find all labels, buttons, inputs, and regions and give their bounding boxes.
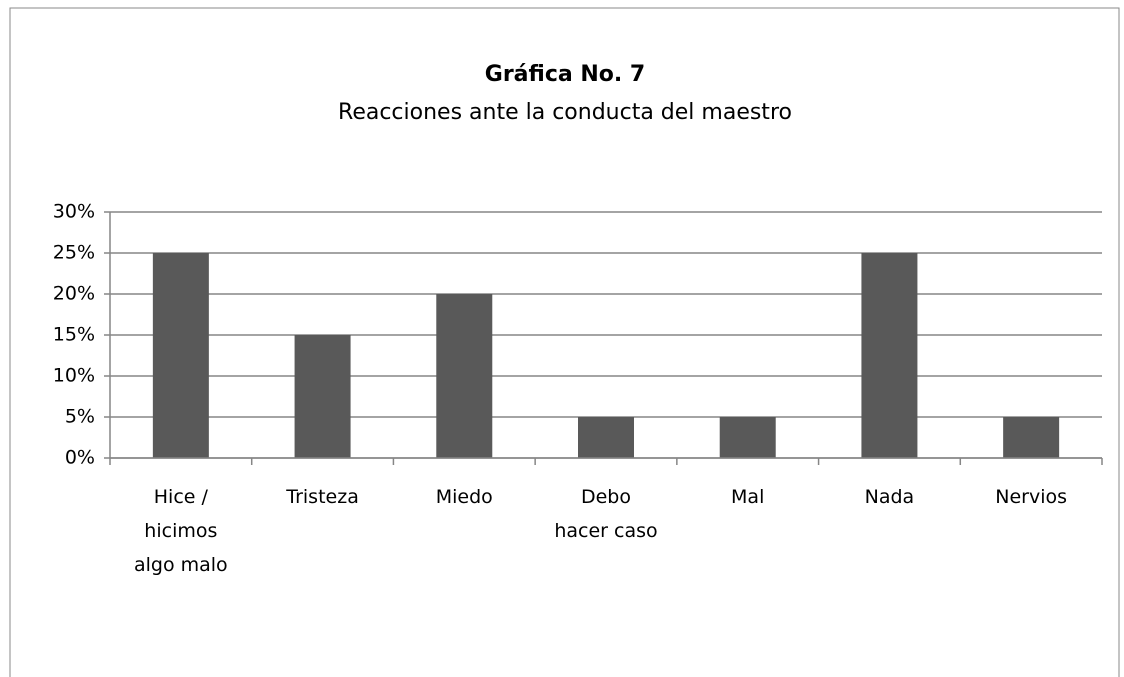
x-tick-label: Nada [864,486,915,508]
y-tick-label: 25% [53,242,95,264]
bar [578,417,634,458]
y-tick-label: 30% [53,201,95,223]
y-tick-label: 20% [53,283,95,305]
bar [294,335,351,458]
x-tick-label: Tristeza [286,486,359,508]
bar [861,253,918,458]
y-tick-label: 0% [65,447,95,469]
bar [436,294,493,458]
chart-title: Gráfica No. 7 [485,62,645,87]
x-tick-label-box: Mal [731,486,765,508]
bar [1003,417,1060,458]
y-tick-label: 15% [53,324,95,346]
y-tick-label: 10% [53,365,95,387]
x-tick-label: Miedo [435,486,493,508]
x-tick-label-box: Nervios [995,486,1068,508]
x-tick-label: Mal [731,486,765,508]
x-tick-label-box: Miedo [435,486,493,508]
chart-subtitle: Reacciones ante la conducta del maestro [338,100,792,125]
x-tick-label-box: Debo hacer caso [554,486,658,542]
y-tick-label: 5% [65,406,95,428]
x-tick-label: Hice / hicimos algo malo [133,486,228,576]
x-tick-label-box: Nada [864,486,915,508]
bar [719,417,776,458]
x-tick-label-box: Hice / hicimos algo malo [133,486,228,576]
x-tick-label: Debo hacer caso [554,486,658,542]
x-tick-label-box: Tristeza [286,486,359,508]
x-tick-label: Nervios [995,486,1068,508]
bar [152,253,209,458]
